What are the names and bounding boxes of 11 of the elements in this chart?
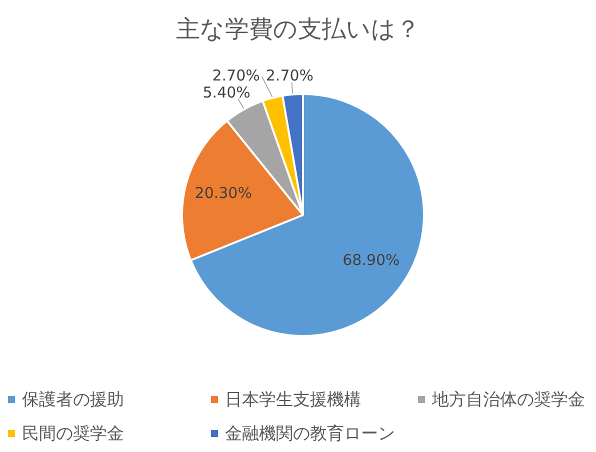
chart-title: 主な学費の支払いは？: [175, 14, 421, 45]
legend-label: 保護者の援助: [22, 388, 124, 410]
data-label: 2.70%: [266, 66, 314, 84]
data-label: 20.30%: [194, 184, 252, 202]
data-label: 2.70%: [212, 66, 260, 84]
legend-label: 金融機関の教育ローン: [225, 422, 395, 444]
data-label: 5.40%: [202, 84, 250, 102]
legend-label: 民間の奨学金: [22, 422, 124, 444]
legend-label: 日本学生支援機構: [225, 388, 361, 410]
legend-label: 地方自治体の奨学金: [432, 388, 585, 410]
data-label: 68.90%: [342, 250, 400, 269]
